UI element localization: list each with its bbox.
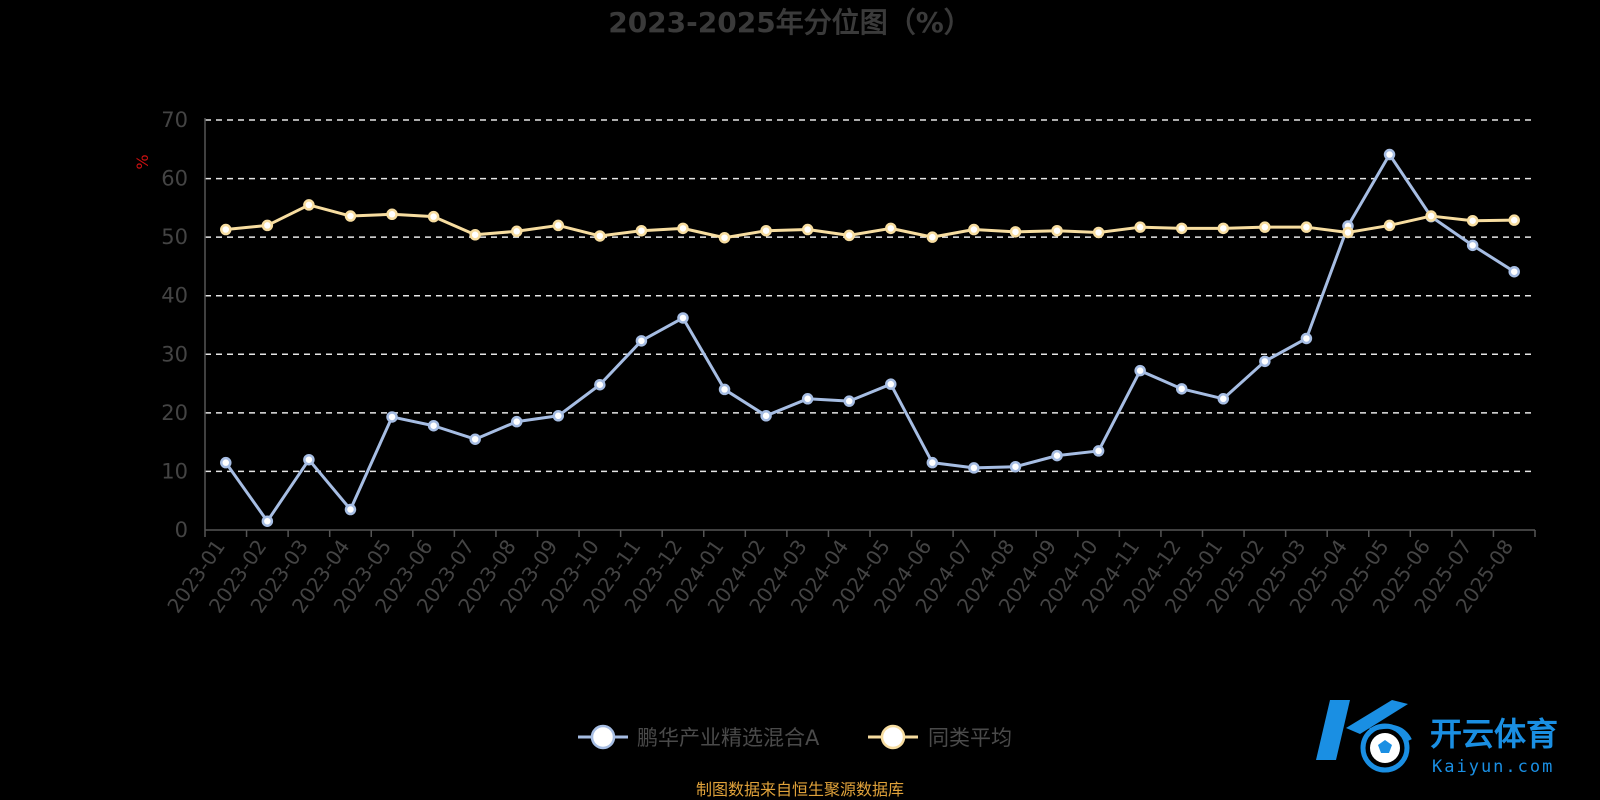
data-point [469, 229, 481, 241]
data-point [1383, 219, 1396, 232]
grid-layer [205, 119, 1535, 473]
data-point [1009, 226, 1022, 238]
data-point [1092, 226, 1105, 239]
data-point [1508, 214, 1520, 226]
data-point [1466, 214, 1479, 227]
data-point [552, 410, 565, 422]
data-point [760, 410, 772, 422]
chart-title: 2023-2025年分位图（%） [608, 6, 972, 39]
data-point [1134, 364, 1146, 377]
data-point [1466, 239, 1479, 252]
data-point [1051, 449, 1063, 462]
data-point [635, 224, 648, 237]
data-point [552, 219, 565, 232]
watermark-subtext: Kaiyun.com [1432, 757, 1554, 777]
series-line-2 [225, 203, 1515, 240]
legend-item-2[interactable]: 同类平均 [868, 724, 1012, 750]
data-point [344, 210, 357, 222]
data-point [303, 199, 315, 211]
data-point [303, 453, 315, 466]
legend-marker [880, 724, 906, 750]
data-point [220, 456, 232, 469]
data-point [968, 223, 980, 236]
y-tick-label: 10 [161, 459, 188, 483]
data-point [1383, 148, 1396, 161]
legend-item-1[interactable]: 鹏华产业精选混合A [578, 724, 820, 750]
legend[interactable]: 鹏华产业精选混合A 同类平均 [578, 724, 1012, 750]
y-tick-label: 70 [161, 108, 188, 132]
data-point [843, 395, 855, 407]
y-tick-label: 0 [175, 518, 188, 542]
data-point [677, 312, 689, 324]
data-point [1342, 226, 1354, 239]
y-axis-unit: % [133, 154, 152, 169]
legend-marker [590, 724, 616, 750]
watermark-text: 开云体育 [1430, 715, 1558, 753]
data-point [1425, 210, 1437, 222]
data-point [1300, 332, 1313, 345]
data-point [718, 231, 731, 244]
data-point [1134, 221, 1146, 233]
y-tick-label: 20 [161, 401, 188, 425]
axis-layer: 0102030405060702023-012023-022023-032023… [161, 108, 1536, 617]
data-point [677, 222, 689, 235]
data-point [718, 383, 731, 396]
data-point [594, 230, 606, 242]
data-point [885, 222, 897, 235]
data-point [760, 224, 772, 237]
data-point [968, 462, 980, 474]
data-point [594, 378, 606, 391]
data-point [261, 515, 274, 527]
data-point [1175, 383, 1188, 395]
data-point [510, 225, 523, 238]
data-point [843, 229, 855, 242]
data-point [1300, 221, 1313, 233]
data-point [1175, 222, 1188, 235]
data-point [885, 378, 897, 390]
data-point [1217, 222, 1230, 235]
data-point [220, 223, 232, 236]
data-point [926, 456, 939, 469]
data-point [801, 223, 814, 236]
data-point [261, 219, 274, 232]
legend-label: 同类平均 [928, 726, 1012, 750]
series-layer [220, 148, 1520, 527]
data-point [469, 433, 481, 445]
series-line-1 [224, 153, 1516, 523]
legend-label: 鹏华产业精选混合A [637, 726, 820, 750]
y-tick-label: 50 [161, 225, 188, 249]
source-note: 制图数据来自恒生聚源数据库 [696, 780, 904, 799]
y-tick-label: 40 [161, 284, 188, 308]
data-point [510, 415, 523, 428]
data-point [386, 411, 398, 423]
data-point [344, 503, 357, 516]
y-tick-label: 30 [161, 342, 188, 366]
data-point [427, 210, 440, 223]
data-point [1051, 224, 1063, 237]
data-point [1508, 265, 1520, 278]
k-soccer-ball-logo-icon [1316, 700, 1412, 773]
data-point [1009, 460, 1022, 473]
data-point [1217, 393, 1230, 405]
watermark-logo: 开云体育 Kaiyun.com [1316, 700, 1558, 777]
data-point [1092, 445, 1105, 457]
data-point [427, 419, 440, 432]
data-point [1259, 221, 1271, 233]
data-point [926, 231, 939, 243]
data-point [801, 393, 814, 405]
data-point [635, 335, 648, 347]
data-point [386, 208, 398, 221]
data-point [1259, 355, 1271, 368]
y-tick-label: 60 [161, 167, 188, 191]
